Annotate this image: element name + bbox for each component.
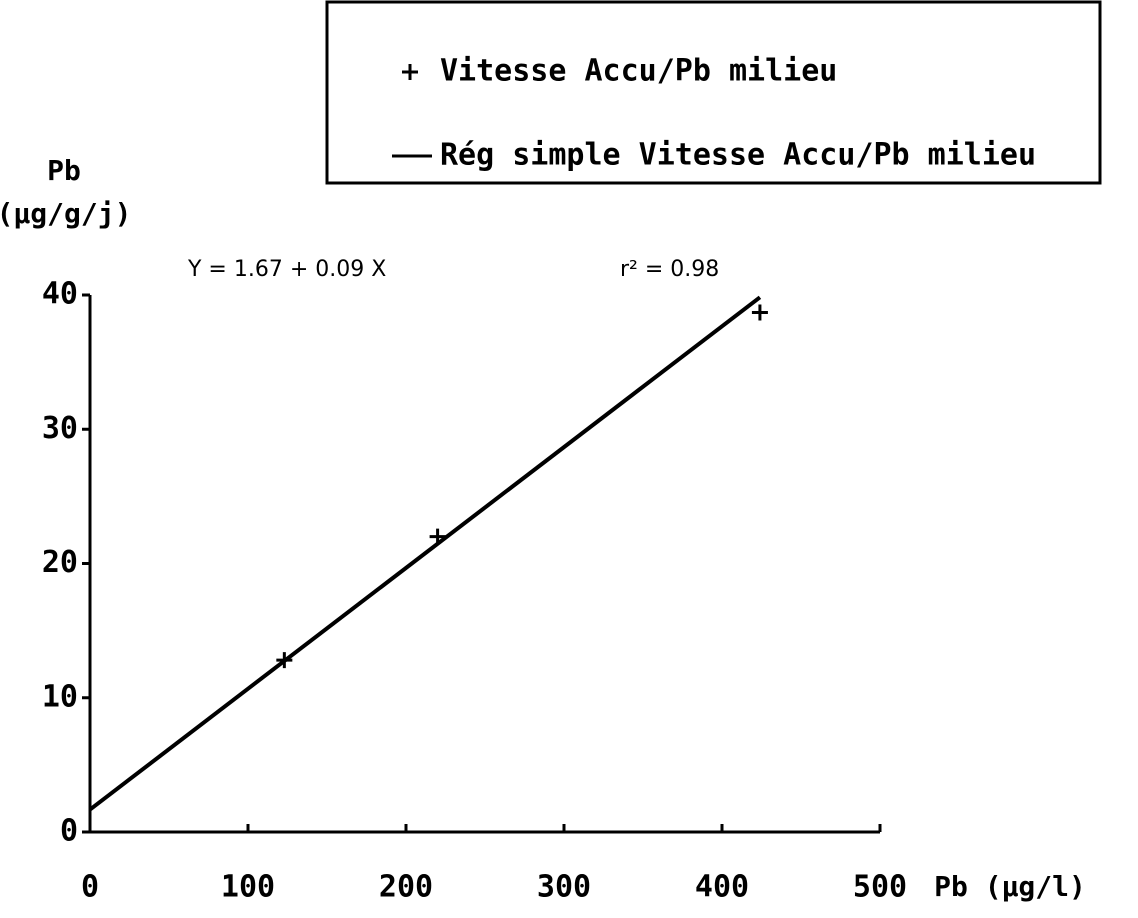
y-tick-label: 40 — [42, 277, 78, 312]
y-axis-label: Pb — [47, 154, 81, 187]
x-tick-label: 500 — [853, 870, 907, 905]
y-tick-label: 30 — [42, 411, 78, 446]
y-tick-label: 20 — [42, 545, 78, 580]
annotation: r² = 0.98 — [620, 257, 719, 282]
x-axis-label: Pb (µg/l) — [934, 870, 1086, 903]
x-tick-label: 100 — [221, 870, 275, 905]
y-tick-label: 10 — [42, 679, 78, 714]
x-tick-label: 400 — [695, 870, 749, 905]
x-tick-label: 300 — [537, 870, 591, 905]
annotation: Y = 1.67 + 0.09 X — [187, 257, 386, 282]
legend-symbol — [402, 64, 418, 80]
y-axis-label: (µg/g/j) — [0, 197, 131, 230]
point — [751, 304, 768, 321]
x-tick-label: 0 — [81, 870, 99, 905]
legend-label: Rég simple Vitesse Accu/Pb milieu — [440, 138, 1036, 173]
x-tick-label: 200 — [379, 870, 433, 905]
y-tick-label: 0 — [60, 814, 78, 849]
legend-label: Vitesse Accu/Pb milieu — [440, 54, 837, 89]
legend-box — [325, 0, 1102, 185]
regression-line — [88, 295, 762, 812]
